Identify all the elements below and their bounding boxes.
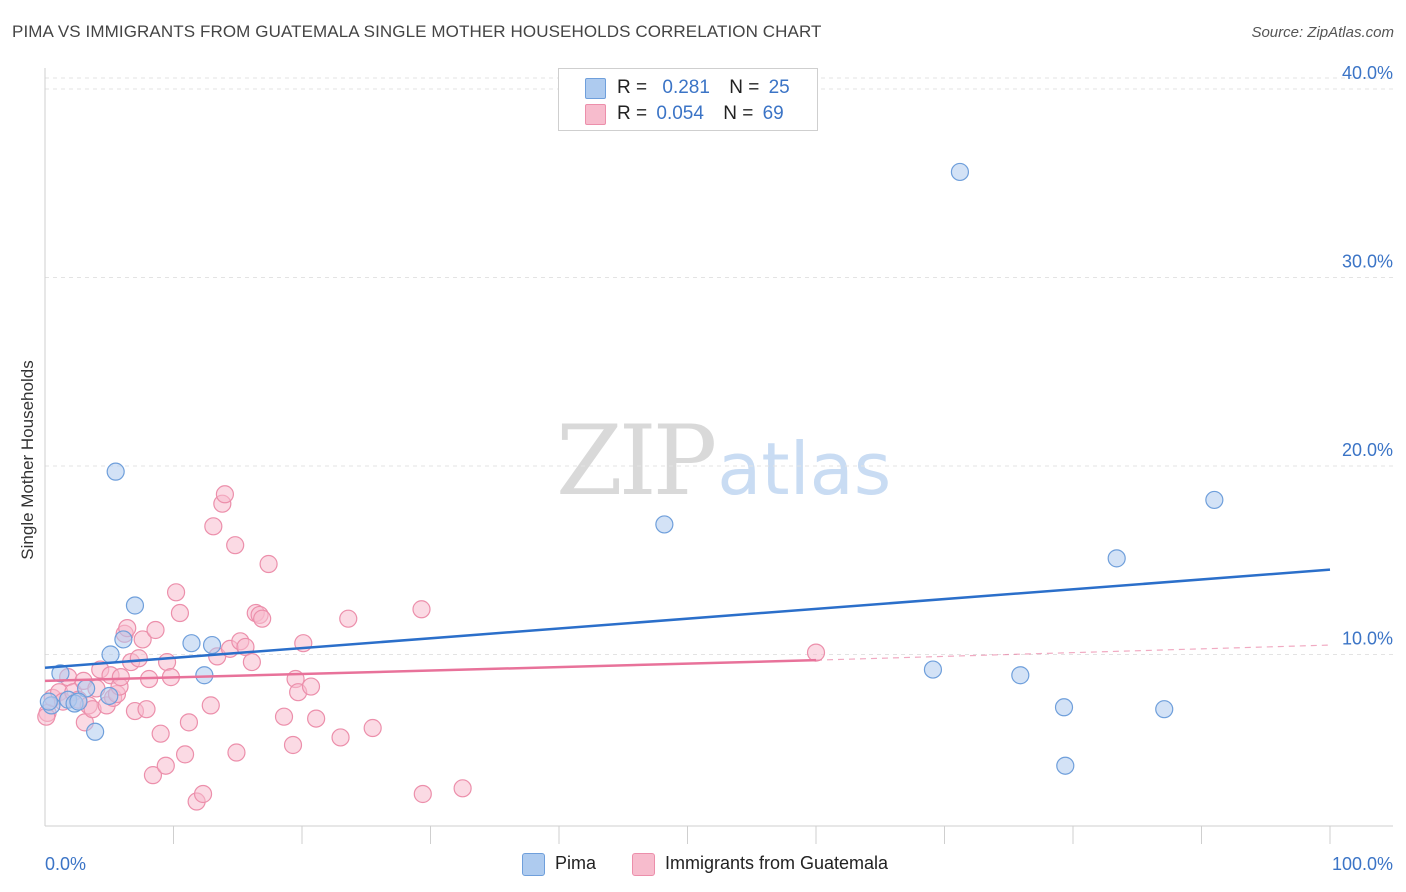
- n-value: 69: [762, 103, 784, 124]
- pima-point: [1054, 698, 1074, 717]
- guatemala-swatch: [585, 104, 606, 125]
- guatemala-point: [227, 743, 246, 762]
- guatemala-point: [253, 609, 272, 628]
- legend-label: Immigrants from Guatemala: [665, 853, 889, 873]
- n-label: N =: [723, 103, 754, 124]
- pima-point: [51, 664, 70, 683]
- guatemala-point: [146, 620, 165, 640]
- series-legend: Pima Immigrants from Guatemala: [0, 852, 1406, 878]
- guatemala-point: [137, 700, 156, 719]
- guatemala-point: [301, 677, 321, 696]
- pima-trend-line: [44, 568, 1331, 669]
- guatemala-point: [204, 517, 223, 536]
- guatemala-point: [453, 779, 472, 798]
- y-tick-label: 20.0%: [1342, 440, 1393, 460]
- pima-point: [69, 692, 88, 711]
- pima-point: [950, 162, 970, 182]
- n-label: N =: [729, 77, 760, 98]
- pima-point: [923, 660, 943, 679]
- r-value: 0.054: [656, 103, 704, 124]
- pima-point: [114, 630, 133, 649]
- guatemala-point: [133, 630, 152, 649]
- guatemala-point: [331, 728, 350, 747]
- guatemala-point: [363, 718, 382, 738]
- guatemala-point: [166, 583, 186, 602]
- guatemala-point: [170, 603, 190, 623]
- guatemala-point: [156, 756, 175, 775]
- guatemala-point: [412, 600, 431, 619]
- guatemala-point: [307, 709, 326, 728]
- pima-point: [1155, 700, 1174, 719]
- guatemala-point: [215, 485, 234, 504]
- guatemala-point: [226, 536, 245, 555]
- y-axis-title: Single Mother Households: [18, 360, 37, 560]
- pima-point: [86, 722, 105, 741]
- r-label: R =: [617, 77, 648, 98]
- pima-point: [100, 686, 119, 706]
- pima-swatch: [522, 853, 545, 876]
- correlation-legend: R = 0.281 N = 25 R = 0.054 N = 69: [558, 68, 818, 131]
- pima-point: [125, 596, 145, 615]
- y-tick-label: 10.0%: [1342, 629, 1393, 649]
- guatemala-swatch: [632, 853, 655, 876]
- x-tick-label: 0.0%: [45, 854, 86, 874]
- guatemala-point: [339, 609, 358, 628]
- n-value: 25: [768, 77, 790, 98]
- legend-label: Pima: [555, 853, 597, 873]
- legend-row-text: R = 0.281 N = 25: [617, 77, 790, 99]
- guatemala-point: [111, 668, 130, 687]
- pima-point: [1205, 490, 1224, 510]
- source-label: Source: ZipAtlas.com: [1251, 24, 1394, 41]
- guatemala-point: [274, 707, 294, 726]
- guatemala-point: [157, 652, 177, 672]
- pima-point: [39, 692, 58, 711]
- guatemala-point: [242, 652, 261, 672]
- guatemala-point: [193, 784, 213, 804]
- pima-point: [655, 515, 674, 534]
- watermark-atlas: atlas: [717, 427, 892, 511]
- pima-point: [202, 635, 222, 655]
- r-label: R =: [617, 103, 648, 124]
- r-value: 0.281: [662, 77, 710, 98]
- pima-point: [1011, 666, 1030, 685]
- pima-swatch: [585, 78, 606, 99]
- guatemala-point: [143, 766, 163, 785]
- y-tick-label: 30.0%: [1342, 252, 1393, 272]
- pima-point: [101, 645, 120, 664]
- watermark: ZIPatlas: [556, 405, 891, 517]
- pima-point: [182, 634, 201, 653]
- x-tick-label: 100.0%: [1332, 854, 1393, 874]
- chart-title: PIMA VS IMMIGRANTS FROM GUATEMALA SINGLE…: [12, 22, 822, 41]
- guatemala-point: [175, 745, 195, 764]
- guatemala-trend-line: [44, 658, 817, 683]
- guatemala-point: [129, 649, 148, 668]
- y-tick-label: 40.0%: [1342, 63, 1393, 83]
- pima-point: [1107, 549, 1126, 568]
- guatemala-point: [413, 784, 432, 804]
- guatemala-point: [179, 713, 199, 732]
- pima-point: [106, 462, 125, 481]
- guatemala-point: [259, 554, 278, 574]
- legend-row-text: R = 0.054 N = 69: [617, 103, 784, 125]
- guatemala-point: [201, 696, 220, 715]
- guatemala-trend-extension: [815, 644, 1331, 661]
- watermark-zip: ZIP: [556, 405, 717, 517]
- guatemala-point: [283, 735, 303, 755]
- guatemala-point: [151, 724, 170, 743]
- guatemala-point: [806, 643, 826, 662]
- pima-point: [1056, 756, 1075, 775]
